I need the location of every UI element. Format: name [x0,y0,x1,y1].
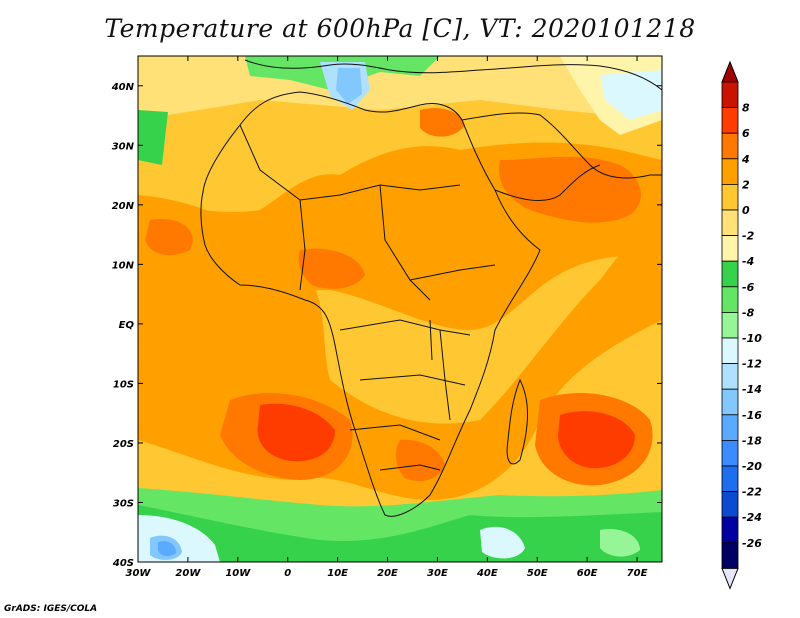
colorbar-swatch [721,337,739,365]
axis-ticks [137,56,662,563]
lon-label: 40E [476,568,498,579]
lat-label: 10S [113,379,134,390]
colorbar-label: -16 [742,409,762,422]
colorbar-label: -12 [742,358,762,371]
colorbar-swatch [721,414,739,441]
grads-credit: GrADS: IGES/COLA [4,604,98,614]
lat-label: EQ [119,320,135,331]
colorbar-label: -24 [742,511,762,524]
colorbar-swatch [721,542,739,569]
colorbar-label: -2 [742,230,755,243]
lat-label: 30S [113,498,134,509]
colorbar-swatch [721,260,739,288]
lon-label: 10E [327,568,348,579]
lat-axis-labels: 40N 30N 20N 10N EQ 10S 20S 30S 40S [111,82,135,569]
lon-label: 20W [175,568,201,579]
lat-label: 40N [111,82,135,93]
lat-label: 20S [113,439,134,450]
colorbar-swatch [721,465,739,493]
lon-label: 30W [126,568,152,579]
coastlines [200,59,662,517]
map-title: Temperature at 600hPa [C], VT: 202010121… [104,14,696,43]
lon-label: 20E [377,568,398,579]
colorbar-label: 4 [741,153,750,166]
colorbar-swatch [721,235,739,262]
colorbar-label: -20 [742,460,762,473]
colorbar-swatch [721,388,739,416]
colorbar-label: 2 [742,178,750,191]
lat-label: 20N [112,201,135,212]
colorbar-label: 6 [742,127,750,140]
colorbar-bottom-arrow [721,567,739,590]
colorbar-swatch [721,209,739,237]
lon-label: 0 [284,568,291,579]
colorbar-swatch [721,311,739,339]
colorbar: 8 6 4 2 0 -2 -4 -6 -8 -10 -12 -14 -16 -18 -20 -22 -24 -26 [721,60,762,590]
colorbar-label: 8 [742,102,750,115]
colorbar-swatch [721,286,739,313]
colorbar-label: -22 [742,486,762,499]
map-frame [137,55,663,563]
colorbar-swatch [721,491,739,518]
lon-label: 70E [627,568,648,579]
lon-label: 10W [225,568,251,579]
colorbar-top-arrow [721,60,739,83]
lat-label: 40S [112,558,134,569]
colorbar-label: -10 [742,332,762,345]
lon-axis-labels: 30W 20W 10W 0 10E 20E 30E 40E 50E 60E 70E [126,568,648,579]
lat-label: 30N [112,141,135,152]
colorbar-swatch [721,107,739,134]
colorbar-label: 0 [742,204,750,217]
colorbar-swatch [721,183,739,211]
colorbar-swatch [721,158,739,185]
colorbar-label: -18 [742,434,762,447]
lon-label: 30E [427,568,448,579]
shaded-field [138,56,662,562]
colorbar-label: -4 [742,255,754,268]
lon-label: 60E [577,568,598,579]
lon-label: 50E [527,568,548,579]
colorbar-swatch [721,132,739,160]
colorbar-label: -14 [742,383,762,396]
colorbar-label: -6 [742,281,755,294]
colorbar-swatch [721,516,739,544]
colorbar-label: -8 [742,306,755,319]
colorbar-swatch [721,81,739,109]
colorbar-label: -26 [742,537,762,550]
colorbar-swatch [721,363,739,390]
lat-label: 10N [112,260,135,271]
colorbar-swatch [721,439,739,467]
